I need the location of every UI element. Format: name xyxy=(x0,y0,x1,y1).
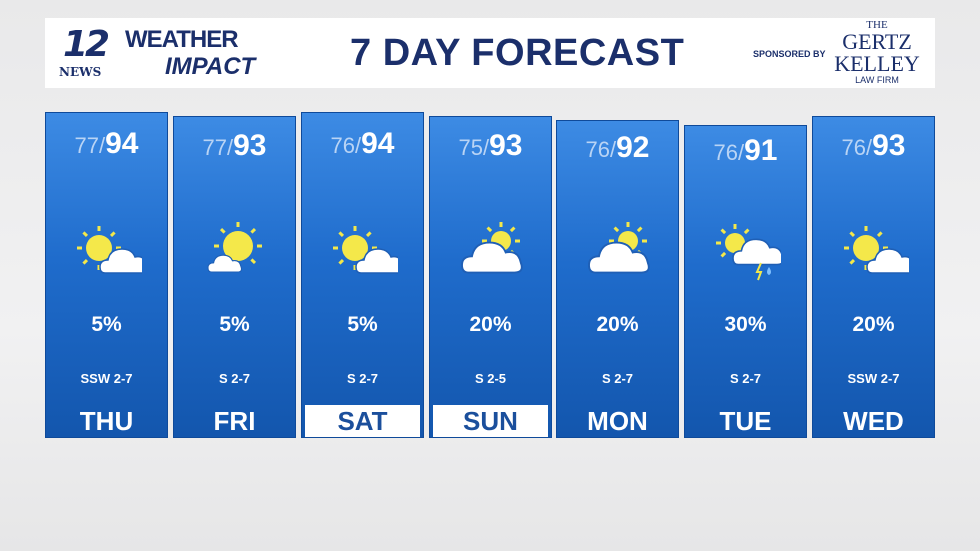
storm-icon xyxy=(715,224,781,281)
partly-cloudy-icon xyxy=(843,226,909,274)
partly-cloudy-icon xyxy=(76,226,142,274)
temperature-range: 76/93 xyxy=(813,129,934,168)
high-temp: 93 xyxy=(233,129,267,162)
cloud-shape xyxy=(206,254,242,273)
cloud-shape xyxy=(460,241,523,274)
day-label: THU xyxy=(79,406,134,436)
low-temp: 77 xyxy=(202,135,227,160)
forecast-day-thu: 77/94 5% SSW 2-7 THU xyxy=(45,112,168,438)
precip-chance: 5% xyxy=(219,313,250,336)
precip-chance: 30% xyxy=(724,313,767,336)
partly-cloudy-icon xyxy=(332,226,398,274)
precip-chance: 20% xyxy=(852,313,895,336)
sponsor-the: THE xyxy=(866,19,888,31)
day-label: WED xyxy=(843,406,904,436)
cloud-shape xyxy=(354,248,398,274)
precip-chance: 20% xyxy=(596,313,639,336)
day-label: MON xyxy=(587,406,648,436)
sponsor-name-1: GERTZ xyxy=(842,29,912,54)
precip-chance: 5% xyxy=(347,313,378,336)
logo-impact: IMPACT xyxy=(165,53,256,80)
low-temp: 76 xyxy=(841,135,866,160)
temperature-range: 77/93 xyxy=(174,129,295,168)
high-temp: 94 xyxy=(105,127,139,160)
precip-chance: 20% xyxy=(469,313,512,336)
logo-weather: WEATHER xyxy=(125,26,239,53)
wind: SSW 2-7 xyxy=(80,371,133,386)
wind: S 2-7 xyxy=(729,371,762,386)
temperature-range: 76/94 xyxy=(302,127,423,166)
low-temp: 76 xyxy=(713,139,738,165)
day-label: SAT xyxy=(305,405,420,437)
precip-chance: 5% xyxy=(91,313,122,336)
weather-impact-logo: 12 NEWS WEATHER IMPACT xyxy=(59,26,319,82)
forecast-day-tue: 76/91 30% S 2-7 TUE xyxy=(684,125,807,438)
low-temp: 76 xyxy=(330,133,355,158)
high-temp: 94 xyxy=(361,127,395,160)
high-temp: 93 xyxy=(872,129,906,162)
forecast-day-fri: 77/93 5% S 2-7 FRI xyxy=(173,116,296,438)
forecast-day-wed: 76/93 20% SSW 2-7 WED xyxy=(812,116,935,438)
day-label: FRI xyxy=(213,406,256,436)
temp-separator: / xyxy=(354,133,362,158)
high-temp: 92 xyxy=(616,131,650,164)
mostly-cloudy-icon xyxy=(587,222,650,274)
low-temp: 76 xyxy=(585,137,610,162)
temp-separator: / xyxy=(98,133,106,158)
sponsor-logo: THE GERTZ KELLEY LAW FIRM xyxy=(827,19,927,86)
day-label: TUE xyxy=(719,406,772,436)
forecast-day-mon: 76/92 20% S 2-7 MON xyxy=(556,120,679,438)
mostly-sunny-icon xyxy=(206,222,262,273)
temp-separator: / xyxy=(737,139,745,165)
header-banner: 12 NEWS WEATHER IMPACT 7 DAY FORECAST SP… xyxy=(45,18,935,88)
temp-separator: / xyxy=(865,135,873,160)
cloud-shape xyxy=(587,241,650,274)
temp-separator: / xyxy=(609,137,617,162)
temp-separator: / xyxy=(482,135,490,160)
sun-shape xyxy=(332,226,377,270)
cloud-shape xyxy=(98,248,142,274)
temperature-range: 76/91 xyxy=(685,134,806,173)
wind: S 2-5 xyxy=(474,371,507,386)
temperature-range: 76/92 xyxy=(557,131,678,170)
mostly-cloudy-icon xyxy=(460,222,523,274)
high-temp: 93 xyxy=(489,129,523,162)
wind: SSW 2-7 xyxy=(847,371,900,386)
page-title: 7 DAY FORECAST xyxy=(350,32,685,74)
low-temp: 77 xyxy=(74,133,99,158)
temp-separator: / xyxy=(226,135,234,160)
forecast-day-sun: 75/93 20% S 2-5 SUN xyxy=(429,116,552,438)
cloud-shape xyxy=(865,248,909,274)
day-label: SUN xyxy=(433,405,548,437)
sponsor-name-2: KELLEY xyxy=(834,51,920,76)
high-temp: 91 xyxy=(744,133,778,167)
temperature-range: 77/94 xyxy=(46,127,167,166)
logo-number: 12 xyxy=(63,24,110,65)
low-temp: 75 xyxy=(458,135,483,160)
logo-news: NEWS xyxy=(59,65,102,79)
wind: S 2-7 xyxy=(601,371,634,386)
sponsor-name-3: LAW FIRM xyxy=(855,75,899,85)
cloud-shape xyxy=(731,238,781,266)
temperature-range: 75/93 xyxy=(430,129,551,168)
sponsored-by-label: SPONSORED BY xyxy=(753,49,826,59)
forecast-day-sat: 76/94 5% S 2-7 SAT xyxy=(301,112,424,438)
wind: S 2-7 xyxy=(346,371,379,386)
wind: S 2-7 xyxy=(218,371,251,386)
sun-shape xyxy=(76,226,121,270)
